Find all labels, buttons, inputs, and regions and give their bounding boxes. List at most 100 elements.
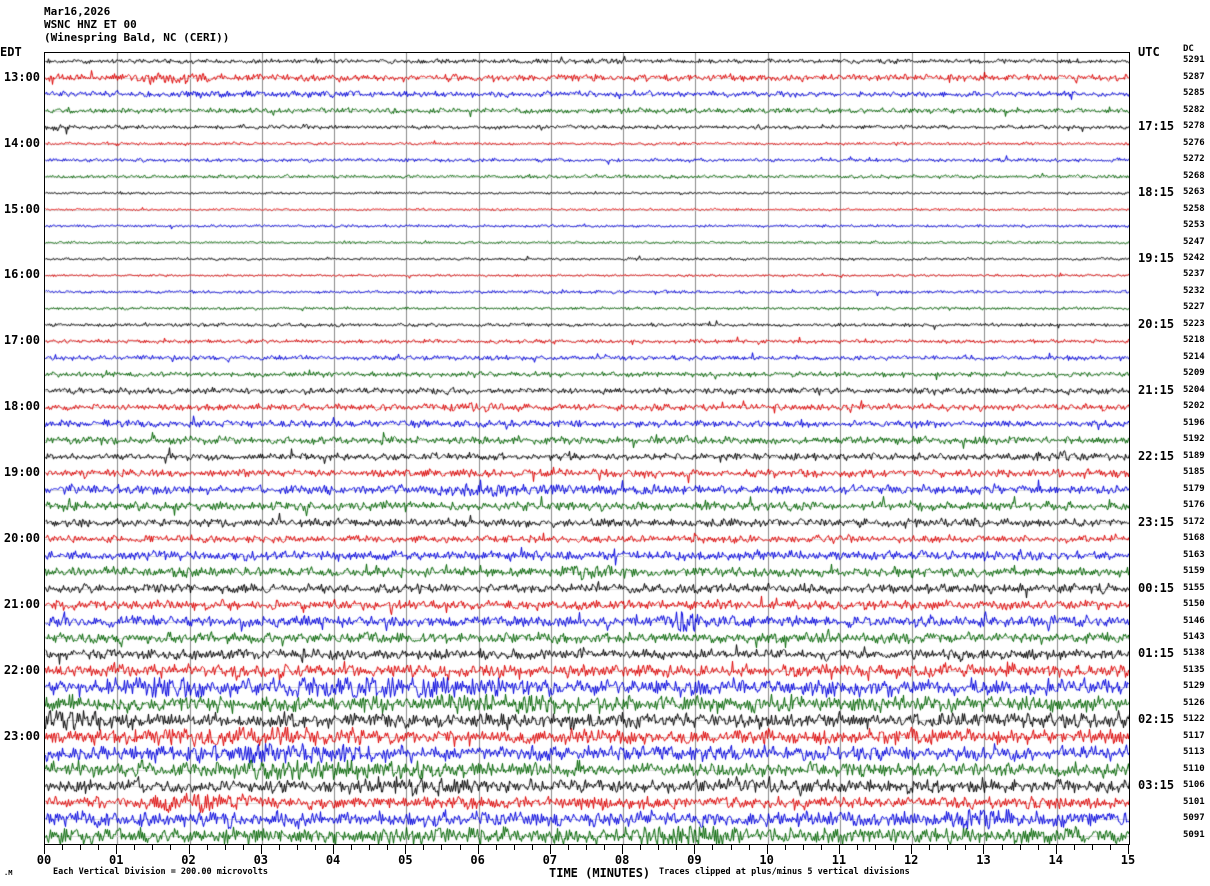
x-tick-minor [1091,845,1093,850]
right-time-label: 17:15 [1138,119,1175,134]
x-tick-major [188,845,190,854]
x-tick-major [260,845,262,854]
x-tick-label: 02 [181,853,196,867]
dc-value-label: 5268 [1183,170,1205,181]
x-tick-major [983,845,985,854]
x-tick-minor [875,845,877,850]
x-tick-minor [459,845,461,850]
dc-value-label: 5106 [1183,780,1205,791]
right-time-label: 00:15 [1138,580,1175,595]
x-tick-label: 15 [1120,853,1136,867]
x-tick-minor [1037,845,1039,850]
x-tick-minor [604,845,606,850]
left-time-label: 17:00 [3,333,40,348]
right-time-label: 18:15 [1138,185,1175,200]
x-tick-minor [98,845,100,850]
dc-value-label: 5146 [1183,615,1205,626]
x-tick-minor [676,845,678,850]
x-tick-major [116,845,118,854]
dc-value-label: 5204 [1183,384,1205,395]
left-time-label: 16:00 [3,267,40,282]
dc-value-label: 5278 [1183,121,1205,132]
dc-value-label: 5227 [1183,302,1205,313]
dc-value-label: 5150 [1183,599,1205,610]
x-tick-minor [495,845,497,850]
dc-value-label: 5192 [1183,434,1205,445]
seismogram-plot-area [44,52,1130,845]
x-tick-major [622,845,624,854]
x-tick-minor [206,845,208,850]
dc-value-label: 5258 [1183,203,1205,214]
dc-value-label: 5172 [1183,516,1205,527]
x-tick-minor [531,845,533,850]
x-tick-minor [658,845,660,850]
x-tick-major [333,845,335,854]
dc-value-label: 5101 [1183,796,1205,807]
x-tick-label: 05 [398,853,413,867]
right-time-label: 01:15 [1138,646,1175,661]
x-tick-minor [170,845,172,850]
left-time-label: 13:00 [3,69,40,84]
right-time-label: 19:15 [1138,250,1175,265]
dc-value-label: 5237 [1183,269,1205,280]
x-tick-major [911,845,913,854]
x-tick-label: 13 [976,853,991,867]
dc-value-label: 5126 [1183,697,1205,708]
dc-value-label: 5155 [1183,582,1205,593]
dc-value-label: 5122 [1183,714,1205,725]
x-tick-label: 14 [1048,853,1063,867]
dc-value-label: 5223 [1183,318,1205,329]
x-tick-major [766,845,768,854]
x-tick-minor [296,845,298,850]
x-tick-minor [784,845,786,850]
dc-value-label: 5263 [1183,187,1205,198]
dc-value-label: 5276 [1183,137,1205,148]
x-tick-minor [586,845,587,850]
x-tick-minor [152,845,154,850]
x-tick-label: 11 [831,853,847,867]
x-tick-minor [947,845,949,850]
dc-value-label: 5209 [1183,368,1205,379]
dc-value-label: 5196 [1183,417,1205,428]
right-timezone-label: UTC [1138,45,1160,59]
x-axis-ticks: 00 01 02 03 04 05 06 07 08 09 10 11 12 13 14 15 [37,845,1135,867]
dc-value-label: 5247 [1183,236,1205,247]
dc-value-label: 5189 [1183,450,1205,461]
dc-value-label: 5117 [1183,730,1205,741]
dc-value-label: 5202 [1183,401,1205,412]
x-tick-minor [80,845,82,850]
right-time-label: 20:15 [1138,316,1175,331]
x-tick-minor [224,845,226,850]
x-tick-label: 08 [614,853,630,867]
x-tick-minor [929,845,931,850]
dc-value-label: 5282 [1183,104,1205,115]
x-tick-minor [1001,845,1003,850]
dc-column-header: DC [1183,44,1194,54]
x-tick-minor [802,845,804,850]
dc-value-label: 5272 [1183,154,1205,165]
dc-value-label: 5135 [1183,664,1205,675]
x-axis-title: TIME (MINUTES) [549,866,651,880]
x-tick-minor [242,845,244,850]
dc-value-label: 5291 [1183,55,1205,66]
x-tick-minor [712,845,714,850]
x-tick-label: 10 [759,853,774,867]
x-tick-major [838,845,840,854]
x-tick-minor [351,845,353,850]
x-tick-major [1128,845,1129,854]
x-tick-label: 06 [470,853,485,867]
dc-value-label: 5143 [1183,632,1205,642]
right-time-label: 23:15 [1138,514,1175,529]
dc-value-label: 5138 [1183,648,1205,659]
x-tick-minor [730,845,732,850]
x-tick-minor [567,845,569,850]
left-time-label: 20:00 [3,531,40,546]
right-time-label: 03:15 [1138,778,1175,793]
x-tick-minor [423,845,425,850]
header-date: Mar16,2026 [44,5,111,18]
dc-value-label: 5232 [1183,285,1205,296]
x-tick-minor [134,845,136,850]
x-tick-minor [387,845,389,850]
footer-scale-note: Each Vertical Division = 200.00 microvol… [53,867,268,877]
